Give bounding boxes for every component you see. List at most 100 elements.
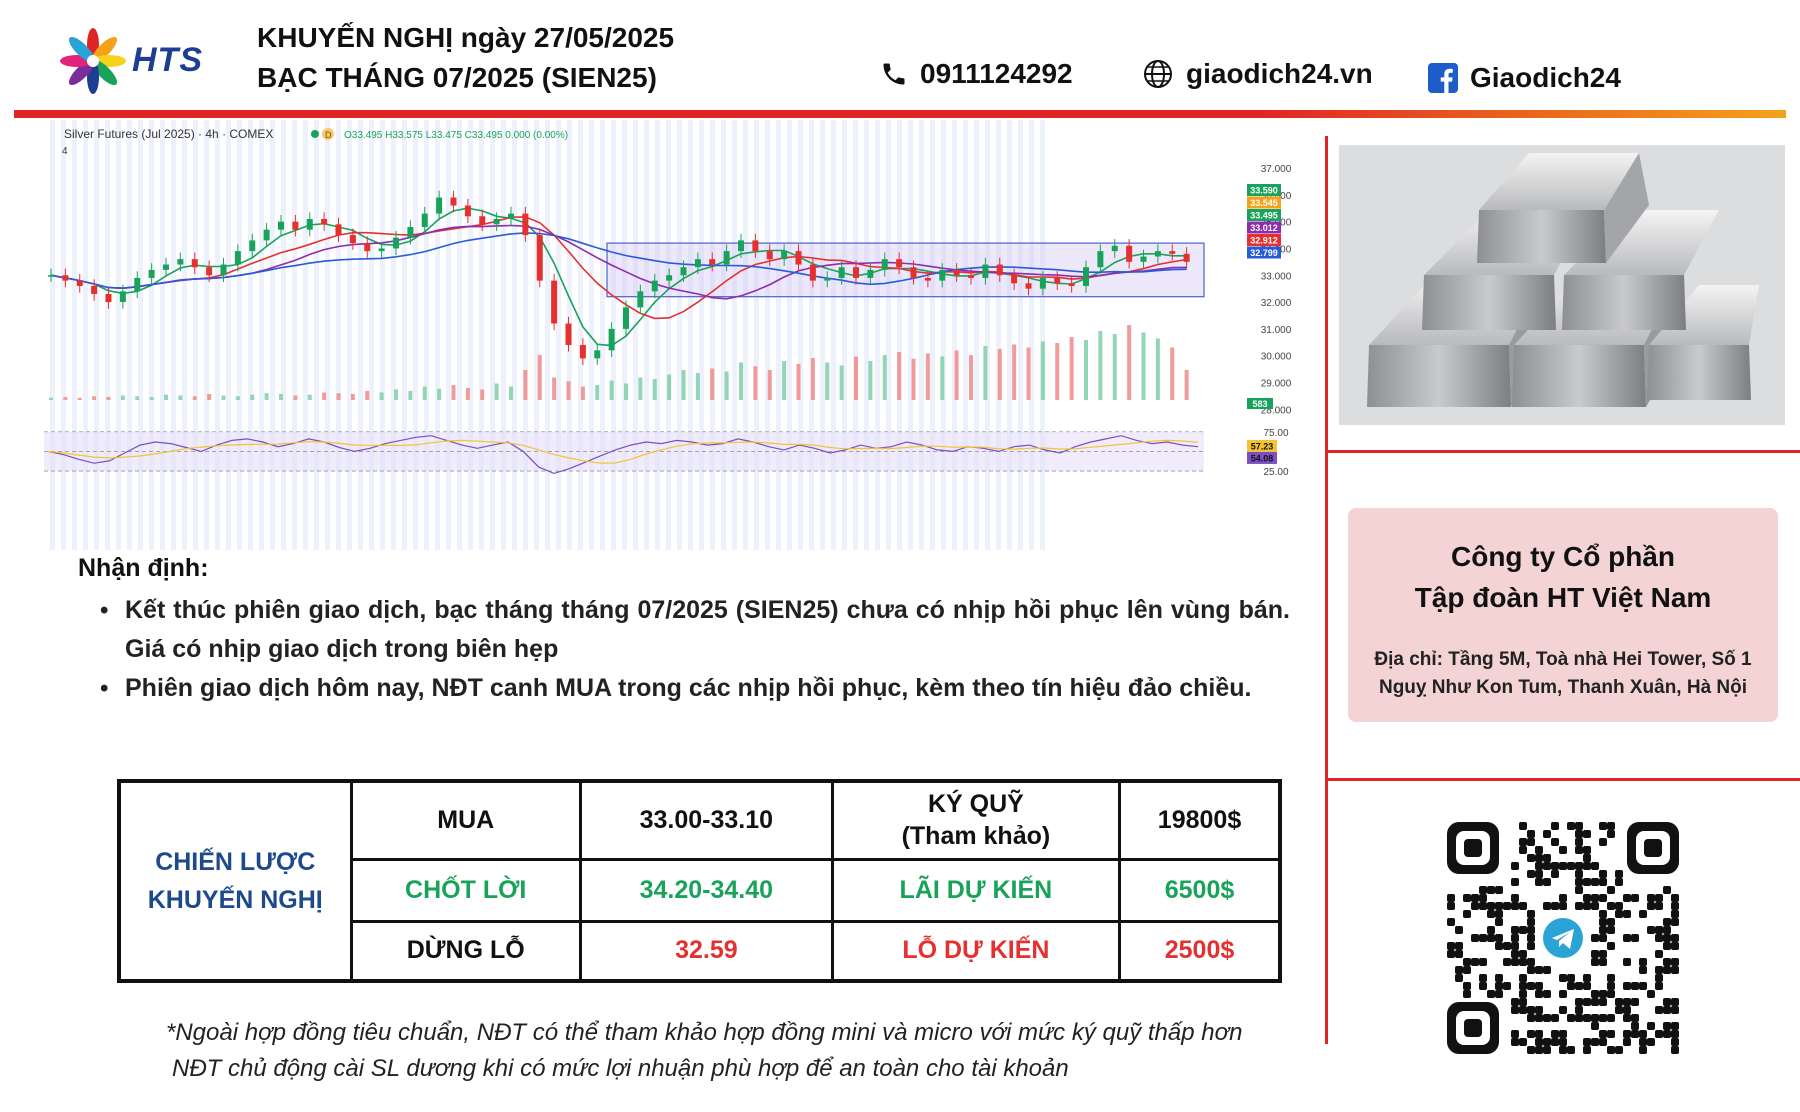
candle [881, 259, 888, 270]
candle [1097, 251, 1104, 268]
qr-module [1583, 982, 1591, 990]
silver-bars-image [1339, 145, 1785, 425]
qr-module [1447, 950, 1455, 958]
qr-module [1511, 934, 1519, 942]
qr-module [1527, 854, 1535, 862]
margin-label: KÝ QUỸ (Tham khảo) [830, 779, 1122, 861]
contact-website[interactable]: giaodich24.vn [1142, 58, 1373, 90]
candle [220, 264, 227, 276]
price-tag-bg [1247, 234, 1281, 246]
qr-module [1623, 982, 1631, 990]
hts-flower-icon [60, 28, 126, 94]
session-stripe [600, 120, 605, 550]
qr-module [1599, 1014, 1607, 1022]
candle [206, 267, 213, 276]
qr-module [1511, 862, 1519, 870]
indicator-toggle[interactable]: 4 [62, 146, 68, 157]
qr-module [1583, 854, 1591, 862]
session-stripe [1018, 120, 1023, 550]
candle [522, 213, 529, 236]
session-stripe [226, 120, 231, 550]
volume-bar [106, 397, 111, 400]
candle [709, 259, 716, 265]
volume-bar [235, 396, 240, 400]
buy-range: 33.00-33.10 [578, 779, 834, 861]
qr-module [1535, 1030, 1543, 1038]
price-tag: 32.799 [1250, 248, 1278, 258]
qr-module [1487, 926, 1495, 934]
qr-module [1511, 950, 1519, 958]
candle [234, 251, 241, 265]
qr-finder-top-right [1627, 822, 1679, 874]
qr-module [1671, 966, 1679, 974]
qr-module [1599, 934, 1607, 942]
candle [1025, 283, 1032, 289]
qr-module [1615, 910, 1623, 918]
session-stripe [952, 120, 957, 550]
candle [867, 269, 874, 278]
volume-bar [767, 370, 772, 400]
qr-module [1527, 1046, 1535, 1054]
candle [378, 248, 385, 252]
volume-bar [925, 353, 930, 400]
qr-module [1655, 974, 1663, 982]
volume-bar [1112, 334, 1117, 400]
qr-module [1583, 1046, 1591, 1054]
candle [48, 275, 54, 277]
volume-bar [825, 362, 830, 400]
qr-module [1671, 902, 1679, 910]
qr-module [1519, 950, 1527, 958]
qr-module [1551, 902, 1559, 910]
contact-phone[interactable]: 0911124292 [880, 58, 1073, 90]
candle [982, 264, 989, 278]
qr-module [1615, 998, 1623, 1006]
telegram-qr-code[interactable] [1443, 818, 1683, 1058]
contact-facebook[interactable]: Giaodich24 [1428, 62, 1621, 94]
strategy-label: CHIẾN LƯỢC KHUYẾN NGHỊ [117, 779, 353, 983]
volume-bar [710, 368, 715, 400]
candle [680, 267, 687, 276]
qr-module [1527, 1030, 1535, 1038]
qr-module [1623, 934, 1631, 942]
session-stripe [237, 120, 242, 550]
take-profit-label: CHỐT LỜI [349, 857, 582, 923]
volume-bar [1084, 340, 1088, 400]
price-tag-bg [1247, 184, 1281, 196]
qr-module [1623, 910, 1631, 918]
qr-module [1583, 830, 1591, 838]
session-stripe [875, 120, 880, 550]
session-stripe [930, 120, 935, 550]
session-stripe [369, 120, 374, 550]
volume-bar [1040, 341, 1045, 400]
qr-module [1527, 934, 1535, 942]
session-stripe [160, 120, 165, 550]
session-stripe [83, 120, 88, 550]
session-stripe [149, 120, 154, 550]
qr-module [1495, 910, 1503, 918]
qr-module [1575, 998, 1583, 1006]
qr-module [1607, 830, 1615, 838]
qr-module [1495, 982, 1503, 990]
session-stripe [358, 120, 363, 550]
qr-module [1519, 974, 1527, 982]
qr-module [1575, 870, 1583, 878]
session-stripe [281, 120, 286, 550]
session-stripe [1040, 120, 1045, 550]
session-stripe [105, 120, 110, 550]
qr-module [1551, 1014, 1559, 1022]
candle [1011, 275, 1018, 284]
volume-bar [580, 386, 585, 400]
qr-module [1647, 1022, 1655, 1030]
qr-module [1503, 958, 1511, 966]
volume-bar [667, 374, 672, 400]
qr-module [1655, 982, 1663, 990]
candle [249, 240, 256, 252]
qr-module [1567, 822, 1575, 830]
qr-module [1655, 902, 1663, 910]
session-stripe [523, 120, 528, 550]
qr-module [1511, 894, 1519, 902]
volume-bar [1155, 338, 1160, 400]
qr-module [1543, 1014, 1551, 1022]
analysis-bullet: Kết thúc phiên giao dịch, bạc tháng thán… [78, 591, 1290, 669]
candle [292, 221, 299, 230]
